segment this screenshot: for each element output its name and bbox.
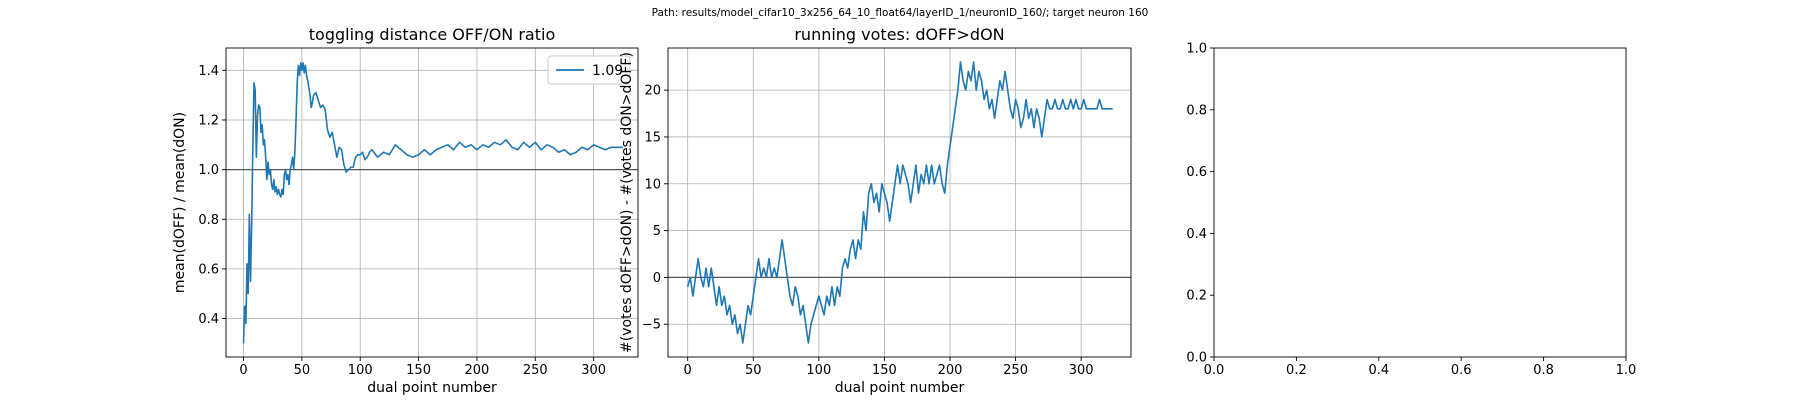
chart-2-xtick-label-1: 0.2 bbox=[1286, 363, 1307, 378]
chart-0-title: toggling distance OFF/ON ratio bbox=[309, 25, 555, 44]
chart-0-legend-label-0: 1.09 bbox=[592, 63, 623, 79]
chart-0-series-line-0 bbox=[242, 62, 623, 344]
chart-2-xtick-label-2: 0.4 bbox=[1368, 363, 1389, 378]
chart-1-ytick-label-4: 15 bbox=[644, 130, 661, 145]
chart-2-xtick-label-3: 0.6 bbox=[1451, 363, 1472, 378]
chart-2-ytick-label-5: 1.0 bbox=[1186, 42, 1207, 57]
chart-1-ytick-label-2: 5 bbox=[653, 224, 661, 239]
chart-0-ytick-label-0: 0.4 bbox=[198, 312, 219, 327]
chart-0-legend-box bbox=[547, 55, 631, 85]
chart-1-ytick-label-0: −5 bbox=[642, 318, 661, 333]
chart-1-ytick-label-3: 10 bbox=[644, 177, 661, 192]
chart-0-ytick-label-3: 1.0 bbox=[198, 163, 219, 178]
chart-1-xtick-label-2: 100 bbox=[806, 363, 831, 378]
chart-0-xtick-label-4: 200 bbox=[465, 363, 490, 378]
chart-1-xtick-label-4: 200 bbox=[938, 363, 963, 378]
subplot-ratio: 0 50 100 150 200 250 300 0.4 0.6 0.8 1.0 1.2 1.4 togg… bbox=[172, 25, 639, 396]
chart-1-xlabel: dual point number bbox=[835, 380, 965, 396]
chart-0-xtick-label-3: 150 bbox=[406, 363, 431, 378]
chart-1-xtick-label-5: 250 bbox=[1003, 363, 1028, 378]
chart-2-ytick-label-0: 0.0 bbox=[1186, 351, 1207, 366]
chart-0-xtick-label-0: 0 bbox=[239, 363, 247, 378]
chart-1-xtick-label-6: 300 bbox=[1069, 363, 1094, 378]
subplot-running-votes: 0 50 100 150 200 250 300 −5 0 5 10 15 20 running vote… bbox=[619, 25, 1132, 396]
chart-2-ytick-label-4: 0.8 bbox=[1186, 103, 1207, 118]
chart-2-axes-frame bbox=[1213, 47, 1627, 358]
chart-2-xtick-label-0: 0.0 bbox=[1204, 363, 1225, 378]
chart-0-xtick-label-5: 250 bbox=[523, 363, 548, 378]
chart-2-ytick-label-1: 0.2 bbox=[1186, 289, 1207, 304]
chart-0-ylabel: mean(dOFF) / mean(dON) bbox=[172, 112, 188, 293]
chart-1-axes-frame bbox=[667, 47, 1132, 358]
chart-2-xtick-label-4: 0.8 bbox=[1533, 363, 1554, 378]
chart-0-xtick-label-2: 100 bbox=[348, 363, 373, 378]
chart-1-ytick-label-1: 0 bbox=[653, 271, 661, 286]
chart-1-xtick-label-3: 150 bbox=[872, 363, 897, 378]
chart-2-ytick-label-3: 0.6 bbox=[1186, 165, 1207, 180]
chart-0-ytick-label-2: 0.8 bbox=[198, 213, 219, 228]
chart-1-ytick-label-5: 20 bbox=[644, 84, 661, 99]
chart-1-xtick-label-0: 0 bbox=[684, 363, 692, 378]
chart-0-xtick-label-1: 50 bbox=[294, 363, 311, 378]
chart-0-ytick-label-5: 1.4 bbox=[198, 64, 219, 79]
chart-0-ytick-label-1: 0.6 bbox=[198, 262, 219, 277]
figure-suptitle: Path: results/model_cifar10_3x256_64_10_… bbox=[652, 7, 1149, 19]
chart-2-ytick-label-2: 0.4 bbox=[1186, 227, 1207, 242]
chart-1-title: running votes: dOFF>dON bbox=[794, 25, 1004, 44]
chart-1-xtick-label-1: 50 bbox=[745, 363, 762, 378]
chart-2-xtick-label-5: 1.0 bbox=[1616, 363, 1637, 378]
chart-0-xlabel: dual point number bbox=[367, 380, 497, 396]
chart-0-legend: 1.09 bbox=[547, 55, 631, 85]
chart-0-ytick-label-4: 1.2 bbox=[198, 113, 219, 128]
chart-0-xtick-label-6: 300 bbox=[581, 363, 606, 378]
chart-1-series-line-0 bbox=[686, 61, 1113, 344]
chart-0-axes-frame bbox=[225, 47, 639, 358]
subplot-empty: 0.0 0.2 0.4 0.6 0.8 1.0 0.0 0.2 0.4 0.6 0.8 1.0 bbox=[1186, 42, 1636, 379]
chart-1-ylabel: #(votes dOFF>dON) - #(votes dON>dOFF) bbox=[619, 52, 635, 353]
